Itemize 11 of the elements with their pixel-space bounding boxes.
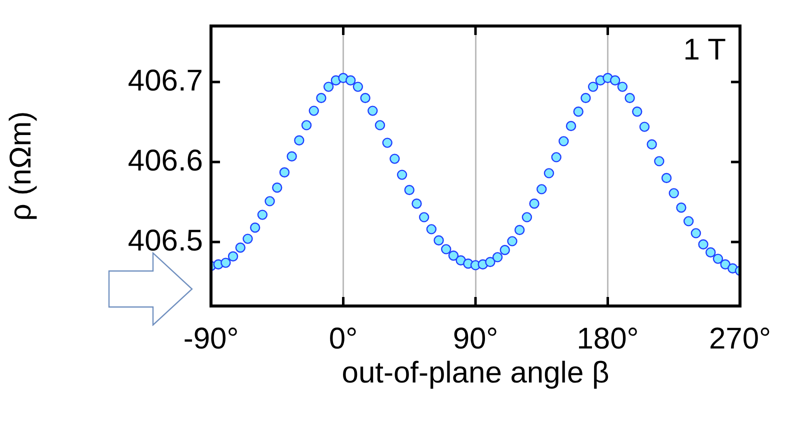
annotation: 1 T bbox=[683, 33, 726, 66]
x-tick-label: 270° bbox=[708, 322, 772, 356]
x-tick-label: 180° bbox=[576, 322, 639, 356]
x-tick-label: 0° bbox=[328, 322, 358, 356]
y-tick-label: 406.6 bbox=[128, 144, 203, 178]
y-axis-title: ρ (nΩm) bbox=[4, 111, 38, 221]
x-tick-label: 90° bbox=[452, 322, 498, 356]
y-tick-label: 406.5 bbox=[128, 224, 203, 258]
y-tick-label: 406.7 bbox=[128, 64, 203, 98]
x-axis-title: out-of-plane angle β bbox=[342, 356, 610, 390]
x-tick-label: -90° bbox=[183, 322, 239, 356]
